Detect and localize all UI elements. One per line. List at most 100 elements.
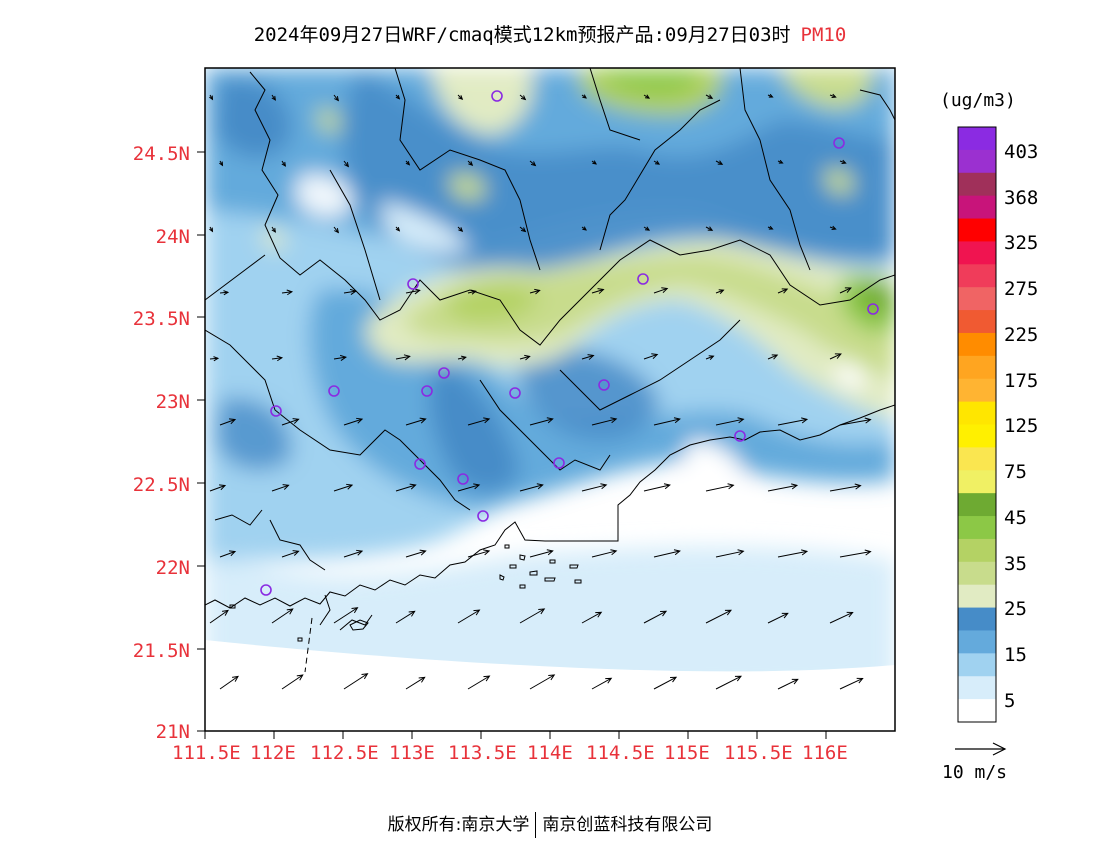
station-circle-icon (637, 273, 649, 285)
wind-arrow (271, 355, 284, 362)
wind-arrow (777, 159, 784, 164)
colorbar-swatch (958, 470, 996, 494)
colorbar-label: 125 (1004, 415, 1039, 437)
colorbar-swatch (958, 607, 996, 631)
station-circle-icon (421, 385, 433, 397)
wind-arrow (591, 677, 613, 690)
wind-arrow (653, 287, 669, 294)
colorbar-swatch (958, 561, 996, 586)
wind-arrow (343, 549, 364, 558)
wind-arrow (333, 483, 354, 492)
footer-right: 南京创蓝科技有限公司 (542, 815, 713, 835)
wind-arrow (591, 160, 597, 165)
x-tick-label: 115.5E (724, 742, 793, 764)
station-circle-icon (328, 385, 340, 397)
x-tick-label: 111.5E (172, 742, 241, 764)
wind-arrow (777, 417, 809, 426)
wind-arrow (643, 353, 659, 360)
wind-arrow (529, 288, 541, 295)
station-circle-icon (438, 367, 450, 379)
colorbar-swatch (958, 378, 996, 403)
wind-arrow (281, 418, 300, 426)
wind-vectors (209, 93, 872, 690)
colorbar-swatch (958, 493, 996, 517)
wind-arrow (519, 94, 527, 101)
colorbar-swatch (958, 127, 996, 151)
wind-arrow (777, 549, 809, 558)
wind-arrow (581, 94, 587, 99)
wind-arrow (581, 354, 595, 360)
pm10-field (205, 68, 895, 731)
wind-arrow (209, 609, 229, 624)
islands (229, 544, 582, 642)
colorbar-label: 403 (1004, 141, 1039, 163)
wind-arrow (395, 94, 401, 100)
colorbar-swatch (958, 401, 996, 425)
wind-arrow (829, 225, 837, 230)
wind-arrow (219, 290, 230, 296)
wind-arrow (281, 160, 286, 167)
wind-arrow (643, 483, 671, 492)
wind-arrow (457, 226, 464, 232)
wind-arrow (591, 417, 618, 426)
colorbar-label: 368 (1004, 187, 1039, 209)
colorbar-label: 225 (1004, 324, 1039, 346)
wind-arrow (467, 675, 491, 690)
colorbar-label: 5 (1004, 690, 1016, 712)
y-tick-label: 24.5N (132, 143, 190, 165)
wind-arrow (529, 674, 556, 690)
station-circle-icon (734, 430, 746, 442)
wind-arrow (343, 160, 350, 168)
x-tick-label: 113.5E (448, 742, 517, 764)
colorbar-swatch (958, 699, 996, 723)
wind-arrow (519, 354, 531, 361)
wind-arrow (581, 226, 587, 231)
y-tick-label: 21N (155, 721, 190, 743)
wind-arrow (705, 94, 714, 99)
colorbar-swatch (958, 195, 996, 220)
wind-arrow (457, 609, 481, 624)
station-circle-icon (260, 584, 272, 596)
wind-arrow (395, 483, 417, 492)
wind-arrow (839, 287, 852, 294)
wind-arrow (653, 417, 681, 426)
wind-arrow (715, 417, 745, 426)
wind-arrow (281, 674, 304, 690)
colorbar-swatch (958, 264, 996, 288)
wind-arrow (219, 418, 237, 426)
wind-arrow (767, 93, 774, 98)
station-circle-icon (414, 458, 426, 470)
wind-arrow (581, 483, 608, 492)
wind-arrow (467, 160, 474, 166)
y-tick-label: 23N (155, 391, 190, 413)
colorbar-swatch (958, 149, 996, 174)
wind-arrow (715, 289, 725, 294)
title-variable: PM10 (800, 24, 847, 46)
colorbar-label: 35 (1004, 553, 1027, 575)
colorbar-swatch (958, 310, 996, 334)
colorbar-swatch (958, 332, 996, 357)
wind-arrow (705, 226, 714, 231)
page-title: 2024年09月27日WRF/cmaq模式12km预报产品:09月27日03时 P… (0, 20, 1100, 47)
colorbar-swatch (958, 424, 996, 448)
colorbar-label: 15 (1004, 644, 1027, 666)
station-circle-icon (867, 303, 879, 315)
x-tick-label: 114.5E (586, 742, 655, 764)
wind-arrow (653, 160, 661, 165)
wind-arrow (829, 611, 854, 624)
wind-arrow (219, 550, 237, 558)
colorbar-unit: (ug/m3) (940, 90, 1016, 111)
y-tick-label: 21.5N (132, 640, 190, 662)
wind-arrow (767, 354, 779, 360)
x-tick-label: 115E (664, 742, 710, 764)
colorbar-swatch (958, 653, 996, 677)
wind-arrow (829, 353, 842, 360)
wind-arrow (643, 94, 651, 99)
colorbar-label: 75 (1004, 461, 1027, 483)
wind-arrow (281, 289, 294, 296)
colorbar-swatch (958, 538, 996, 563)
footer-left: 版权所有:南京大学 (387, 815, 530, 835)
colorbar-label: 275 (1004, 278, 1039, 300)
wind-arrow (343, 673, 369, 690)
colorbar-label: 175 (1004, 370, 1039, 392)
